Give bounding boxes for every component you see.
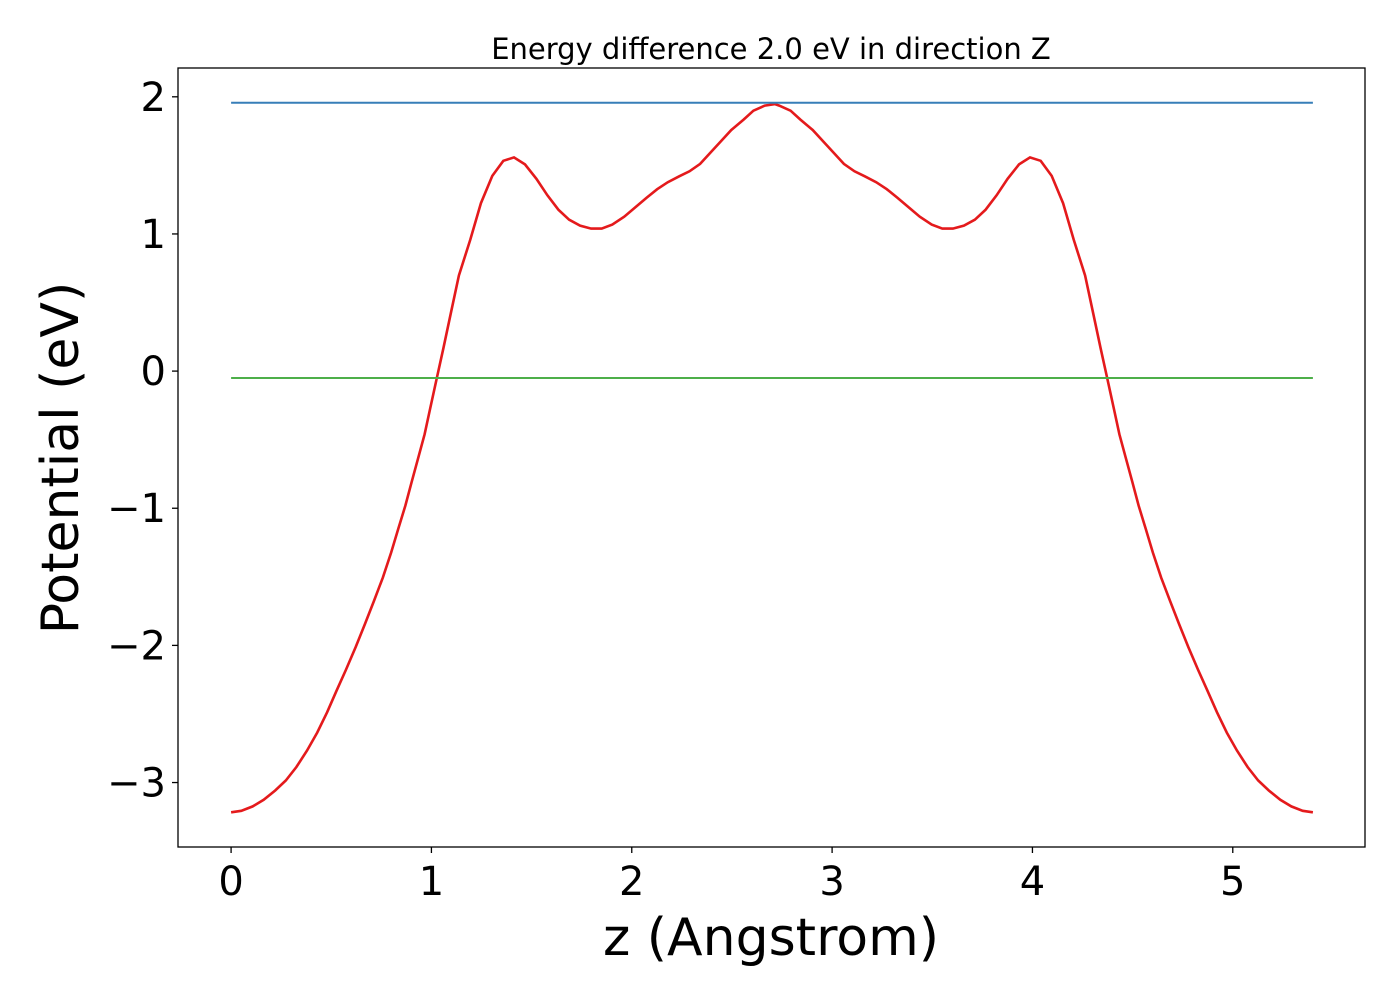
y-tick-label: −3 — [107, 761, 166, 807]
chart-title: Energy difference 2.0 eV in direction Z — [491, 32, 1051, 66]
y-tick-label: 0 — [141, 349, 166, 395]
series-line-potential — [230, 102, 1314, 814]
y-tick-label: −1 — [107, 486, 166, 532]
x-tick-label: 4 — [1020, 859, 1045, 905]
series-layer — [230, 101, 1314, 814]
x-tick-label: 5 — [1220, 859, 1245, 905]
x-tick-label: 2 — [619, 859, 644, 905]
x-axis-label: z (Angstrom) — [603, 908, 939, 968]
y-axis-label: Potential (eV) — [31, 282, 91, 634]
x-tick-label: 3 — [819, 859, 844, 905]
y-tick-label: −2 — [107, 623, 166, 669]
plot-frame — [177, 67, 1366, 848]
y-tick-label: 1 — [141, 212, 166, 258]
x-tick-label: 0 — [218, 859, 243, 905]
y-axis: −3 −2 −1 0 1 2 — [107, 75, 178, 807]
x-axis: 0 1 2 3 4 5 — [218, 847, 1246, 905]
y-tick-label: 2 — [141, 75, 166, 121]
x-tick-label: 1 — [419, 859, 444, 905]
